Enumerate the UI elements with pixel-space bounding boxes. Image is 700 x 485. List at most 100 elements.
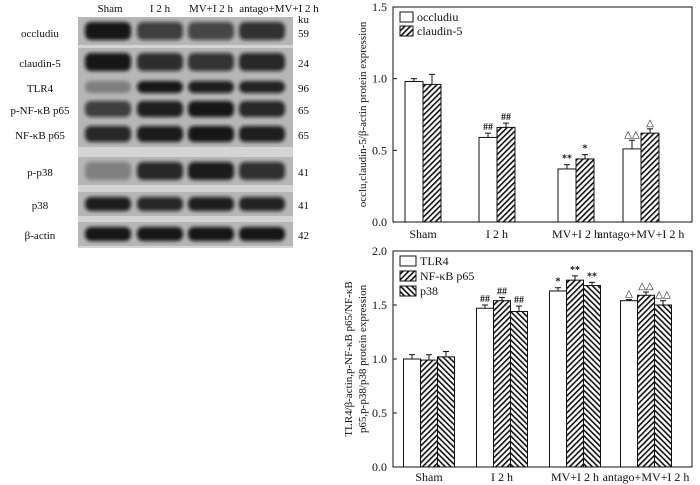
blot-band	[188, 227, 234, 241]
bar-nf-b-p65-mv-i-2-h	[566, 279, 584, 468]
blot-band	[239, 22, 285, 40]
y-tick-label: 1.0	[372, 352, 387, 366]
blot-band	[85, 81, 131, 93]
blot-band	[137, 53, 183, 71]
blot-band	[188, 126, 234, 142]
blot-row-label: p38	[32, 200, 49, 212]
legend-swatch-nf-b-p65	[399, 270, 417, 282]
x-tick-label: antago+MV+I 2 h	[598, 227, 685, 241]
blot-band	[85, 101, 131, 117]
blot-band	[239, 53, 285, 71]
blot-band	[137, 227, 183, 241]
y-tick-label: 1.5	[372, 0, 387, 14]
legend-label: p38	[420, 284, 438, 298]
significance-mark: ##	[480, 294, 490, 305]
blot-band	[188, 81, 234, 93]
significance-mark: **	[570, 265, 580, 276]
legend-swatch-tlr4	[399, 255, 417, 267]
y-axis-label: occlu,claudin-5/β-actin protein expressi…	[357, 21, 369, 207]
blot-ku-value: 65	[298, 105, 310, 117]
significance-mark: *	[556, 277, 561, 288]
blot-lane-label-antago-mv-i2h: antago+MV+I 2 h	[239, 3, 319, 15]
bar-occludiu-antago-mv-i-2-h	[622, 148, 642, 223]
blot-band	[239, 101, 285, 117]
bar-p38-mv-i-2-h	[583, 285, 601, 468]
significance-mark: △	[646, 118, 654, 129]
blot-band	[137, 22, 183, 40]
x-tick-label: I 2 h	[491, 470, 513, 484]
blot-ku-value: 65	[298, 130, 310, 142]
bar-claudin-5-antago-mv-i-2-h	[640, 132, 660, 223]
x-tick-label: I 2 h	[486, 227, 508, 241]
legend-swatch-occludiu	[399, 11, 414, 23]
significance-mark: △△	[638, 281, 654, 292]
legend-label: occludiu	[417, 10, 458, 24]
legend-label: NF-κB p65	[420, 269, 474, 283]
blot-band	[85, 162, 131, 180]
western-blot-panel: Sham I 2 h MV+I 2 h antago+MV+I 2 h ku o…	[10, 3, 319, 248]
blot-band	[137, 81, 183, 93]
blot-ku-value: 24	[298, 58, 310, 70]
significance-mark: △△	[655, 290, 671, 301]
plot-frame	[392, 6, 693, 223]
blot-band	[239, 81, 285, 93]
bar-claudin-5-i-2-h	[496, 126, 516, 223]
blot-row-label: p-NF-κB p65	[10, 105, 70, 117]
blot-band	[188, 162, 234, 180]
blot-row-label: TLR4	[27, 83, 54, 95]
blot-band	[239, 126, 285, 142]
blot-band	[85, 126, 131, 142]
bar-tlr4-i-2-h	[476, 307, 494, 468]
bar-nf-b-p65-i-2-h	[493, 300, 511, 468]
x-tick-label: antago+MV+I 2 h	[603, 470, 690, 484]
blot-row-label: NF-κB p65	[15, 130, 65, 142]
chart-tlr4-nfkb-p38-expression: Sham######I 2 h*****MV+I 2 h△△△△△antago+…	[343, 244, 693, 484]
y-tick-label: 2.0	[372, 244, 387, 258]
bar-p38-sham	[437, 356, 455, 468]
blot-image	[78, 17, 293, 248]
y-tick-label: 0.5	[372, 406, 387, 420]
significance-mark: ##	[483, 122, 493, 133]
blot-band	[85, 22, 131, 40]
blot-band	[188, 22, 234, 40]
significance-mark: **	[562, 154, 572, 165]
blot-row-label: p-p38	[27, 167, 53, 179]
blot-strip-tlr4	[78, 76, 293, 98]
blot-lane-label-sham: Sham	[97, 3, 123, 15]
significance-mark: △△	[624, 129, 640, 140]
blot-ku-value: 59	[298, 28, 310, 40]
bar-tlr4-mv-i-2-h	[549, 290, 567, 468]
blot-band	[137, 126, 183, 142]
y-tick-label: 0.0	[372, 215, 387, 229]
x-tick-label: Sham	[415, 470, 443, 484]
y-axis-label: TLR4/β-actin,p-NF-κB p65/NF-κB	[343, 281, 355, 436]
blot-row-label: occludiu	[21, 28, 59, 40]
chart-occludin-claudin-expression: Sham####I 2 h***MV+I 2 h△△△antago+MV+I 2…	[357, 0, 693, 241]
blot-band	[85, 227, 131, 241]
blot-ku-value: 41	[298, 200, 309, 212]
blot-lane-label-mv-i2h: MV+I 2 h	[189, 3, 234, 15]
blot-band	[137, 197, 183, 211]
blot-band	[188, 53, 234, 71]
x-tick-label: MV+I 2 h	[551, 470, 599, 484]
blot-lane-label-i2h: I 2 h	[150, 3, 171, 15]
y-axis-label: p65,p-p38/p38 protein expression	[357, 284, 369, 433]
blot-unit-label: ku	[298, 14, 310, 26]
x-tick-label: MV+I 2 h	[552, 227, 600, 241]
y-tick-label: 0.5	[372, 143, 387, 157]
significance-mark: *	[583, 144, 588, 155]
bar-nf-b-p65-sham	[420, 359, 438, 468]
blot-band	[239, 162, 285, 180]
significance-mark: ##	[497, 286, 507, 297]
blot-row-label: claudin-5	[19, 58, 61, 70]
bar-p38-antago-mv-i-2-h	[654, 304, 672, 468]
legend-label: claudin-5	[417, 24, 462, 38]
significance-mark: ##	[501, 112, 511, 123]
bar-tlr4-sham	[403, 358, 421, 468]
blot-band	[85, 53, 131, 71]
significance-mark: ##	[514, 295, 524, 306]
blot-band	[188, 197, 234, 211]
bar-claudin-5-mv-i-2-h	[575, 158, 595, 223]
bar-occludiu-i-2-h	[478, 136, 498, 223]
